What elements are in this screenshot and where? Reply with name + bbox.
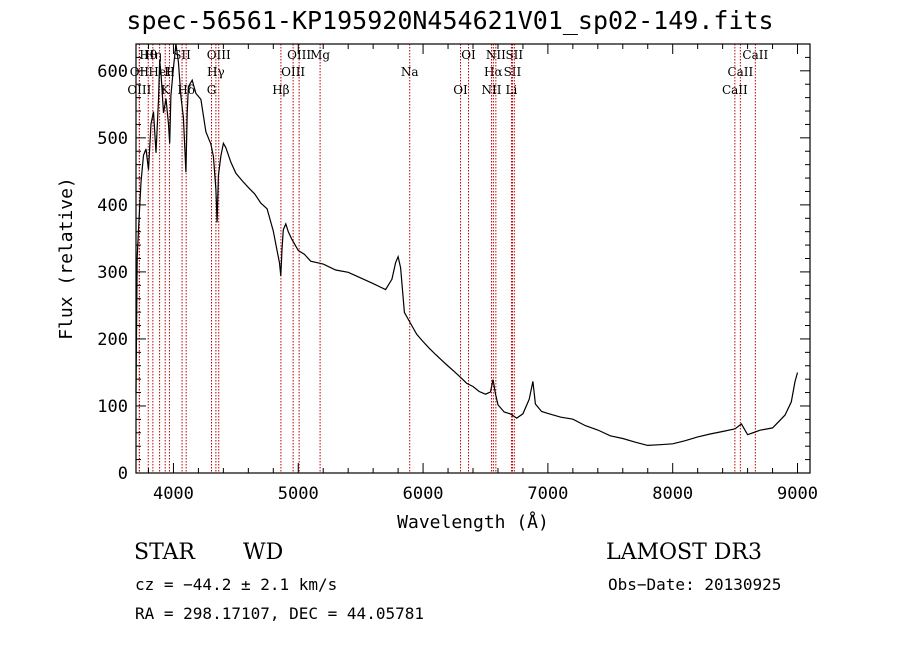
spectral-line-label: Hβ — [272, 83, 289, 97]
spectral-line-label: NII — [481, 83, 501, 97]
spectral-line-label: OI — [461, 48, 476, 62]
x-tick-label: 5000 — [278, 484, 319, 504]
spectral-line-label: SII — [173, 48, 191, 62]
spectral-line-label: CaII — [722, 83, 748, 97]
spectral-line-label: Hγ — [207, 65, 225, 79]
plot-frame — [135, 43, 811, 474]
chart-title: spec-56561-KP195920N454621V01_sp02-149.f… — [126, 6, 774, 35]
spectral-line-label: NII — [486, 48, 506, 62]
spectral-line-label: CaII — [727, 65, 753, 79]
x-tick-label: 6000 — [403, 484, 444, 504]
spectral-line-label: OIII — [287, 48, 311, 62]
spectral-line-label: Hα — [484, 65, 503, 79]
spectral-line-label: OI — [453, 83, 468, 97]
spectral-line-label: OIII — [207, 48, 231, 62]
x-tick-label: 8000 — [652, 484, 693, 504]
y-tick-label: 400 — [97, 196, 128, 216]
object-subclass: WD — [243, 540, 284, 565]
redshift-cz: cz = −44.2 ± 2.1 km/s — [135, 575, 338, 594]
spectral-line-label: CaII — [742, 48, 768, 62]
y-tick-label: 200 — [97, 330, 128, 350]
x-axis-label: Wavelength (Å) — [397, 511, 549, 533]
spectral-line-label: Li — [506, 83, 518, 97]
y-axis-label: Flux (relative) — [56, 177, 77, 340]
spectral-line-label: Hη — [144, 48, 162, 62]
spectral-line-label: SII — [505, 48, 523, 62]
y-tick-label: 300 — [97, 263, 128, 283]
y-tick-label: 500 — [97, 129, 128, 149]
spectral-line-label: OIII — [127, 83, 151, 97]
y-tick-label: 100 — [97, 397, 128, 417]
spectral-line-label: K — [161, 83, 171, 97]
spectrum-series-line — [135, 43, 799, 447]
spectral-line-label: Mg — [310, 48, 330, 62]
spectral-line-label: Hδ — [177, 83, 195, 97]
x-tick-label: 4000 — [153, 484, 194, 504]
x-tick-label: 9000 — [777, 484, 818, 504]
spectral-line-label: G — [207, 83, 217, 97]
spectral-line-label: SII — [504, 65, 522, 79]
object-class: STAR — [134, 540, 195, 565]
x-tick-label: 7000 — [527, 484, 568, 504]
y-tick-label: 600 — [97, 62, 128, 82]
y-tick-label: 0 — [118, 464, 128, 484]
spectral-line-label: H — [164, 65, 174, 79]
spectral-line-label: OIII — [281, 65, 305, 79]
coordinates: RA = 298.17107, DEC = 44.05781 — [135, 604, 424, 623]
survey-name: LAMOST DR3 — [606, 540, 762, 565]
spectral-line-label: Na — [401, 65, 419, 79]
obs-date: Obs−Date: 20130925 — [608, 575, 782, 594]
